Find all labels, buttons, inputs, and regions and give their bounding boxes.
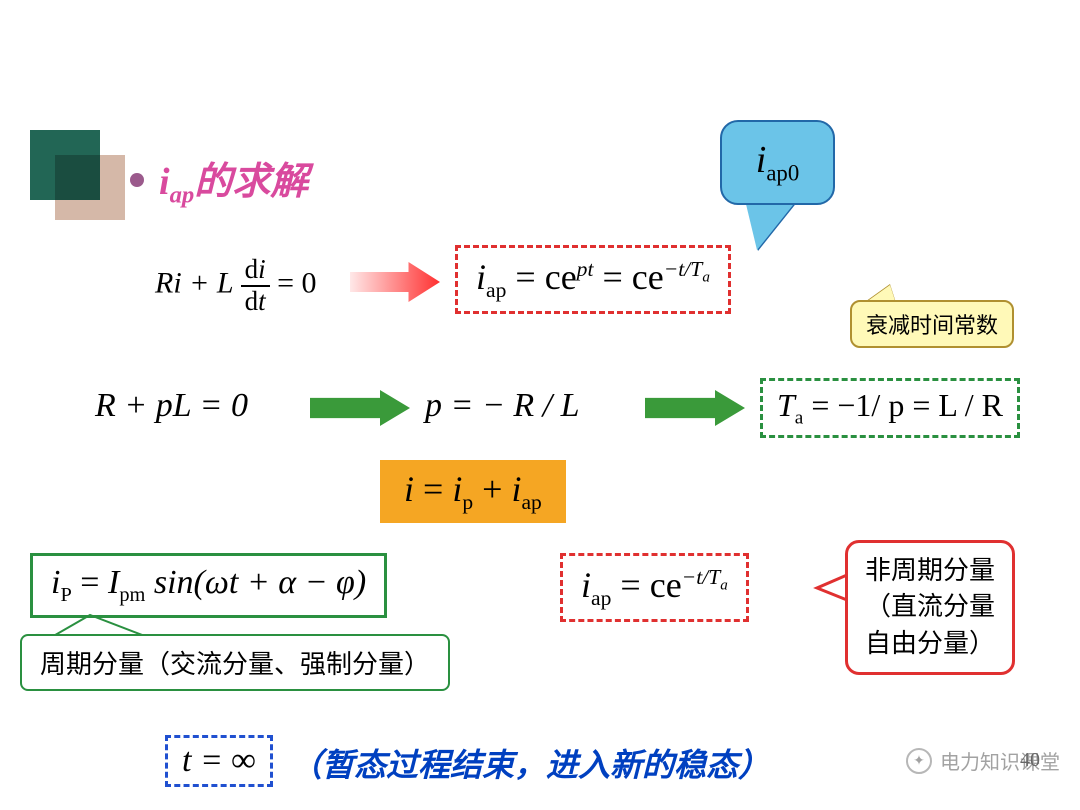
cr-l1: 非周期分量 xyxy=(862,553,998,589)
eq-ip: iP = Ipm sin(ωt + α − φ) xyxy=(30,553,387,618)
slide-title: iap的求解 xyxy=(130,150,308,210)
eq-ta: Ta = −1/ p = L / R xyxy=(760,378,1020,438)
bullet-icon xyxy=(130,173,144,187)
callout-blue-tail xyxy=(745,200,797,250)
eq-iap-ce: iap = cept = ce−t/Ta xyxy=(455,245,731,314)
callout-periodic: 周期分量（交流分量、强制分量） xyxy=(20,634,450,691)
eq-sum: i = ip + iap xyxy=(380,460,566,523)
arrow-green-1 xyxy=(310,390,410,426)
title-sub: ap xyxy=(170,182,195,209)
corner-decoration xyxy=(30,130,130,220)
wechat-icon: ✦ xyxy=(906,748,932,774)
cr-l2: （直流分量 xyxy=(862,589,998,625)
title-suffix: 的求解 xyxy=(194,161,308,203)
callout-iap0: iap0 xyxy=(720,120,835,205)
callout-aperiodic: 非周期分量 （直流分量 自由分量） xyxy=(845,540,1015,675)
cb-var: i xyxy=(756,139,767,181)
eq-diff: Ri + L didt = 0 xyxy=(155,255,317,316)
eq-rpl: R + pL = 0 xyxy=(95,387,248,425)
arrow-red xyxy=(350,262,440,302)
cb-sub: ap0 xyxy=(766,161,799,186)
eq-tinf: t = ∞ xyxy=(165,735,273,787)
page-number: 40 xyxy=(1020,749,1040,772)
callout-decay-constant: 衰减时间常数 xyxy=(850,300,1014,348)
cr-l3: 自由分量） xyxy=(862,626,998,662)
title-var: i xyxy=(159,161,170,203)
eq-p: p = − R / L xyxy=(425,387,580,425)
wm-text: 电力知识课堂 xyxy=(940,746,1060,775)
eq-iap2: iap = ce−t/Ta xyxy=(560,553,749,622)
footer-caption: （暂态过程结束，进入新的稳态） xyxy=(290,740,770,786)
arrow-green-2 xyxy=(645,390,745,426)
